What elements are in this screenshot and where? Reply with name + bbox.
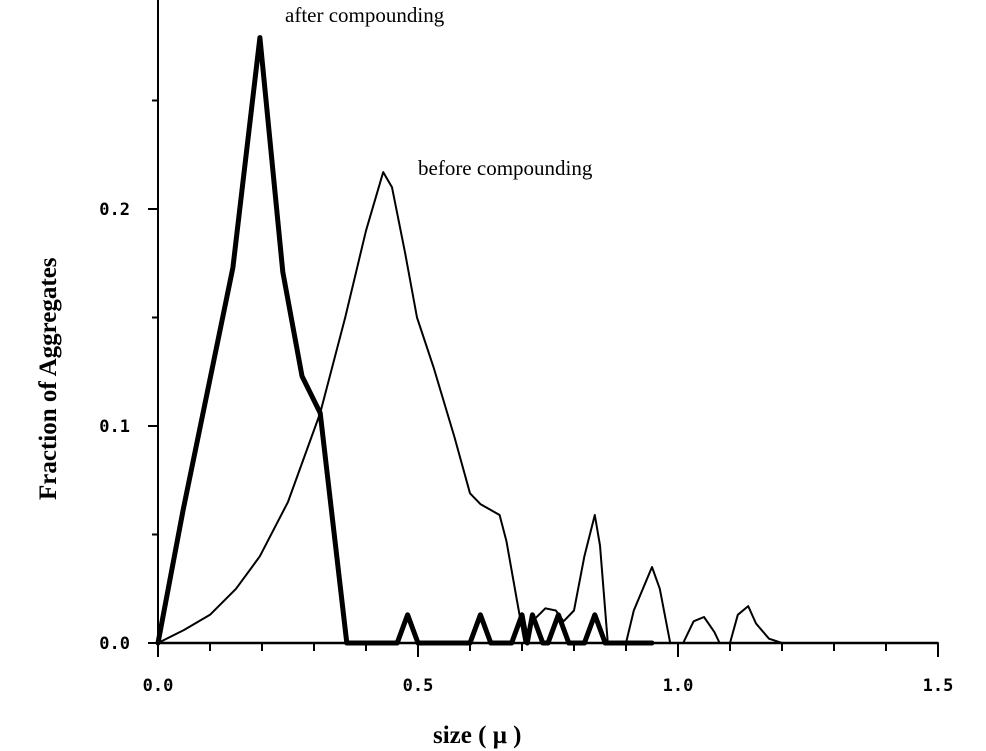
x-tick-label: 1.5 <box>923 676 954 696</box>
x-tick-label: 0.0 <box>143 676 174 696</box>
y-tick-label: 0.0 <box>99 634 130 654</box>
y-axis-title: Fraction of Aggregates <box>35 257 62 500</box>
annotation-before-compounding: before compounding <box>418 156 593 180</box>
series-line-after-compounding <box>155 35 655 646</box>
y-tick-label: 0.1 <box>99 417 130 437</box>
x-tick-label: 0.5 <box>403 676 434 696</box>
y-tick-label: 0.2 <box>99 200 130 220</box>
annotation-after-compounding: after compounding <box>285 3 445 27</box>
x-tick-label: 1.0 <box>663 676 694 696</box>
x-axis-title: size ( μ ) <box>433 722 521 749</box>
series-line-before-compounding <box>157 171 939 644</box>
